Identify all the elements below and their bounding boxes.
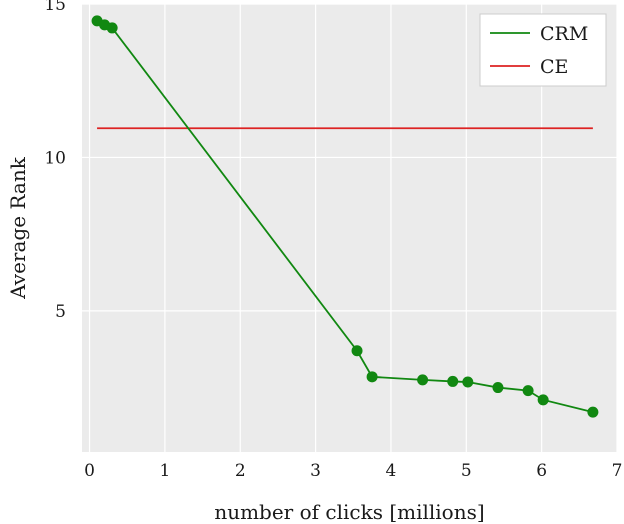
x-tick-label: 2 — [235, 461, 246, 481]
legend: CRM CE — [479, 13, 607, 87]
x-tick-label: 3 — [310, 461, 321, 481]
x-axis-label: number of clicks [millions] — [214, 500, 484, 524]
x-tick-label: 7 — [612, 461, 623, 481]
data-point-crm — [587, 406, 599, 418]
x-tick-label: 0 — [84, 461, 95, 481]
y-tick-label: 15 — [44, 0, 66, 15]
y-axis-label: Average Rank — [6, 156, 30, 300]
grid-lines — [82, 3, 618, 452]
x-tick-label: 4 — [386, 461, 397, 481]
data-point-crm — [522, 385, 534, 397]
tick-labels: 0 1 2 3 4 5 6 7 5 10 15 — [44, 0, 622, 481]
y-tick-label: 10 — [44, 148, 66, 168]
series-layer — [91, 15, 599, 418]
x-tick-label: 1 — [159, 461, 170, 481]
data-point-crm — [492, 382, 504, 394]
x-tick-label: 6 — [536, 461, 547, 481]
y-tick-label: 5 — [55, 302, 66, 322]
data-point-crm — [462, 376, 474, 388]
data-point-crm — [366, 371, 378, 383]
data-point-crm — [537, 394, 549, 406]
legend-label-crm: CRM — [540, 23, 588, 45]
data-point-crm — [417, 374, 429, 386]
legend-label-ce: CE — [540, 56, 568, 78]
data-point-crm — [351, 345, 363, 357]
legend-box — [479, 13, 607, 87]
data-point-crm — [447, 375, 459, 387]
data-point-crm — [106, 22, 118, 34]
x-tick-label: 5 — [461, 461, 472, 481]
